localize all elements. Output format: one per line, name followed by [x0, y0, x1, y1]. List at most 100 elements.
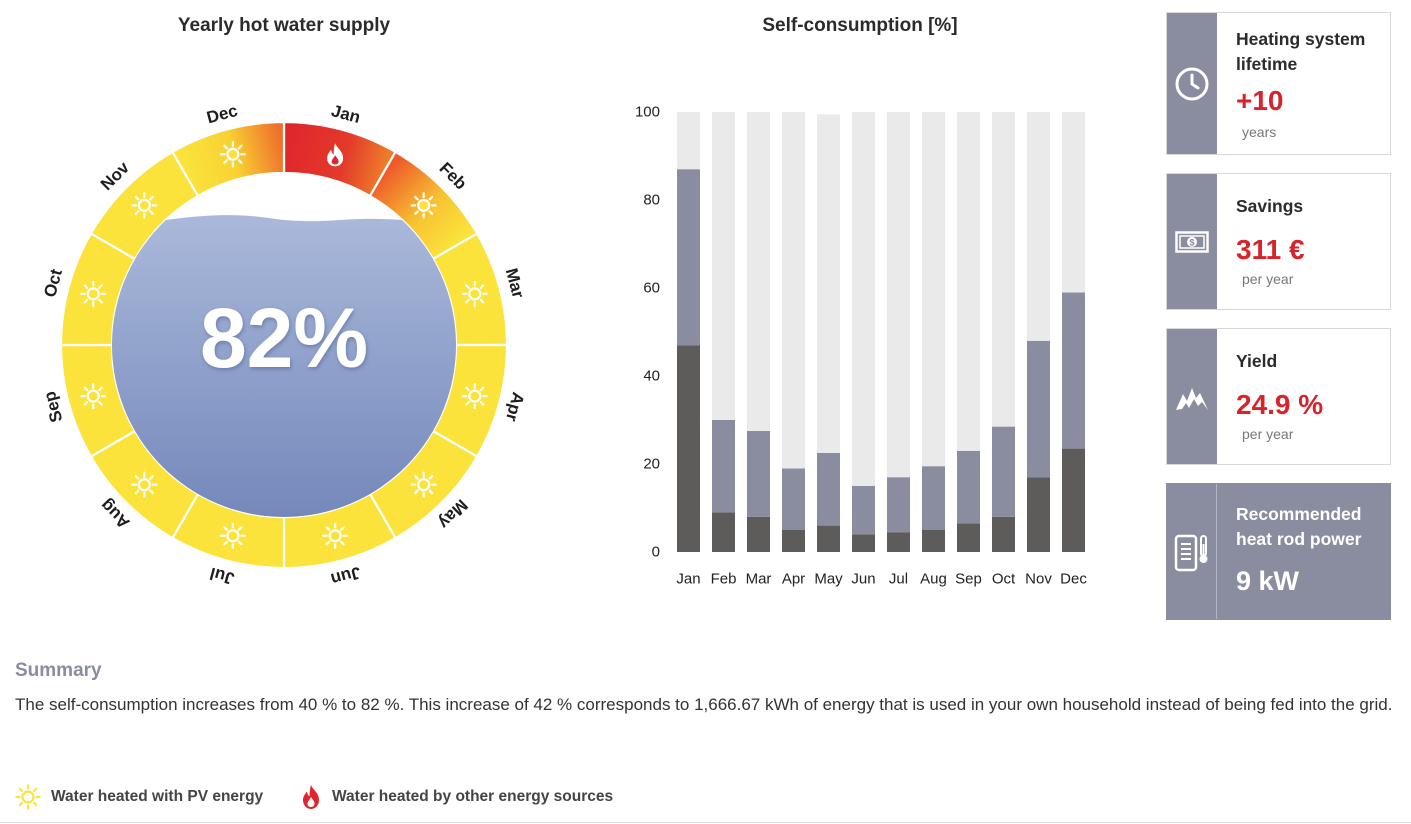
- x-tick-label: Feb: [711, 571, 737, 588]
- sun-icon: [80, 383, 107, 410]
- legend-other: Water heated by other energy sources: [300, 784, 613, 810]
- flame-icon: [327, 143, 344, 167]
- heat-rod-card: Recommended heat rod power 9 kW: [1166, 483, 1391, 620]
- bar-segment: [992, 516, 1015, 552]
- x-tick-label: Jan: [676, 571, 700, 588]
- bar-segment: [1062, 112, 1085, 293]
- savings-card-sidebar: $: [1167, 174, 1217, 309]
- bar-segment: [747, 516, 770, 552]
- bar-segment: [957, 450, 980, 524]
- water-level: [112, 215, 456, 518]
- bar-segment: [957, 112, 980, 451]
- y-tick-label: 20: [643, 456, 660, 473]
- boiler-icon: [1174, 534, 1207, 571]
- x-tick-label: Aug: [920, 571, 947, 588]
- bar-segment: [992, 112, 1015, 427]
- bar-segment: [747, 112, 770, 431]
- x-tick-label: Mar: [746, 571, 772, 588]
- bar-segment: [712, 420, 735, 513]
- y-tick-label: 80: [643, 192, 660, 209]
- month-label: Oct: [40, 267, 66, 300]
- bar-segment: [922, 530, 945, 552]
- bar-segment: [852, 534, 875, 552]
- yield-unit: per year: [1242, 426, 1294, 442]
- self-consumption-chart: 0 20 40 60 80 100 Jan Feb Mar Apr May Jun Jul Aug Sep…: [635, 104, 1087, 588]
- sun-icon: [461, 280, 488, 307]
- yield-value: 24.9 %: [1236, 389, 1324, 420]
- bar-segment: [1027, 112, 1050, 341]
- bar-segment: [887, 112, 910, 478]
- bar-segment: [817, 114, 840, 453]
- bar-segment: [957, 523, 980, 552]
- yield-card-sidebar: [1167, 329, 1217, 464]
- yield-label: Yield: [1236, 351, 1278, 371]
- lifetime-card: Heating system lifetime +10 years: [1166, 12, 1391, 155]
- summary-text: The self-consumption increases from 40 %…: [15, 695, 1393, 714]
- x-tick-label: Jul: [889, 571, 908, 588]
- month-segment: [170, 120, 286, 198]
- bar-segment: [1027, 340, 1050, 478]
- lifetime-label: Heating system lifetime: [1236, 29, 1366, 74]
- sun-icon: [131, 471, 158, 498]
- month-label: Jun: [329, 563, 363, 589]
- x-tick-label: Jun: [851, 571, 875, 588]
- heat-rod-card-sidebar: [1167, 484, 1217, 619]
- month-label: Jul: [208, 564, 237, 589]
- x-axis: Jan Feb Mar Apr May Jun Jul Aug Sep Oct Nov Dec: [676, 571, 1087, 588]
- heat-rod-label: Recommended heat rod power: [1236, 504, 1362, 549]
- bar-segment: [782, 112, 805, 469]
- x-tick-label: Apr: [782, 571, 805, 588]
- savings-card: $ Savings 311 € per year: [1166, 173, 1391, 310]
- mountain-icon: [1176, 387, 1208, 410]
- bar-segment: [1062, 292, 1085, 449]
- sun-icon: [219, 522, 246, 549]
- clock-icon: [1175, 67, 1209, 100]
- y-tick-label: 0: [652, 544, 660, 561]
- month-label: Dec: [205, 101, 240, 127]
- bar-segment: [712, 512, 735, 552]
- sun-icon: [410, 471, 437, 498]
- flame-icon: [303, 785, 319, 809]
- lifetime-value: +10: [1236, 85, 1284, 116]
- y-tick-label: 40: [643, 368, 660, 385]
- bar-segment: [1062, 448, 1085, 552]
- bar-segment: [817, 525, 840, 552]
- bar-segment: [887, 532, 910, 552]
- legend-pv-label: Water heated with PV energy: [51, 788, 264, 805]
- x-tick-label: Sep: [955, 571, 982, 588]
- savings-value: 311 €: [1236, 234, 1305, 265]
- month-segments: [59, 120, 509, 570]
- bar-segment: [712, 112, 735, 420]
- x-tick-label: May: [814, 571, 843, 588]
- y-tick-label: 100: [635, 104, 660, 121]
- heat-rod-value: 9 kW: [1236, 566, 1300, 596]
- lifetime-card-sidebar: [1167, 13, 1217, 154]
- x-tick-label: Nov: [1025, 571, 1052, 588]
- month-label: Mar: [502, 266, 528, 300]
- y-axis: 0 20 40 60 80 100: [635, 104, 660, 561]
- savings-unit: per year: [1242, 271, 1294, 287]
- bar-segment: [1027, 477, 1050, 552]
- bar-segment: [747, 431, 770, 517]
- banknote-icon: $: [1175, 230, 1209, 253]
- bar-segment: [677, 345, 700, 552]
- legend-other-label: Water heated by other energy sources: [332, 788, 614, 805]
- bar-segment: [817, 453, 840, 526]
- y-tick-label: 60: [643, 280, 660, 297]
- lifetime-unit: years: [1242, 124, 1277, 140]
- summary-title: Summary: [15, 660, 102, 681]
- sun-icon: [80, 280, 107, 307]
- wheel-title: Yearly hot water supply: [177, 15, 391, 36]
- chart-title: Self-consumption [%]: [762, 15, 958, 36]
- yield-card: Yield 24.9 % per year: [1166, 328, 1391, 465]
- svg-text:$: $: [1189, 237, 1194, 247]
- x-tick-label: Dec: [1060, 571, 1087, 588]
- bars: [677, 112, 1085, 552]
- bar-segment: [922, 112, 945, 467]
- sun-icon: [219, 141, 246, 168]
- sun-icon: [461, 383, 488, 410]
- supply-percentage: 82%: [200, 291, 368, 385]
- savings-label: Savings: [1236, 196, 1304, 216]
- legend-pv: Water heated with PV energy: [15, 784, 263, 810]
